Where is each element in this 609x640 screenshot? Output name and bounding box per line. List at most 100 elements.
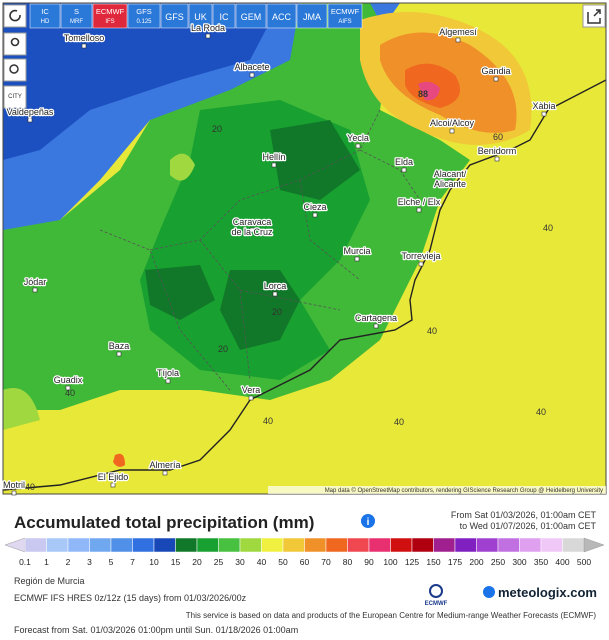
city-label: Alcoi/Alcoy [430,118,475,128]
scale-swatch [519,537,542,553]
city-label: Tíjola [157,368,179,378]
pin-icon [10,37,20,47]
city-labels: Tomelloso La Roda Albacete Valdepeñas Hellín… [2,22,557,496]
locate-button[interactable] [3,32,27,56]
region: Región de Murcia [14,576,85,586]
city-dot [205,33,211,39]
model-button[interactable] [29,3,61,29]
city-dot [110,482,116,488]
model-button-label: GFS [136,7,151,16]
zoom-button[interactable] [3,58,27,82]
model-button[interactable] [296,3,328,29]
model-button[interactable] [160,3,189,29]
color-scale: 0.1 1 2 3 5 7 10 15 20 25 30 40 50 60 70 80 90 100 125 150 1… [4,537,605,567]
model-button-label: ECMWF [96,7,125,16]
city-dot [416,207,422,213]
attribution-bg [268,486,606,494]
city-dot [541,111,547,117]
legend-title: Accumulated total precipitation (mm) [14,513,314,532]
scale-tick-label: 30 [235,557,245,567]
brand-logo [483,586,495,598]
scale-tick-label: 150 [426,557,440,567]
model-button-label: IFS [105,19,114,25]
scale-tick-label: 175 [448,557,462,567]
contour-label: 40 [394,417,404,427]
city-dot [248,395,254,401]
city-label: Guadix [54,375,83,385]
city-dot [116,351,122,357]
scale-tick-label: 0.1 [19,557,31,567]
brand-name: meteologix.com [498,585,597,600]
scale-tick-label: 10 [149,557,159,567]
model-button[interactable] [127,3,161,29]
model-button-label: S [74,7,79,16]
city-dot [249,72,255,78]
scale-swatch [261,537,284,553]
scale-swatch [46,537,69,553]
city-label: Jódar [24,277,47,287]
city-label: Cieza [303,202,326,212]
contour-label: 40 [25,482,35,492]
city-dot [81,43,87,49]
scale-tick-label: 250 [491,557,505,567]
info-button[interactable] [361,514,375,528]
model-button-label: ECMWF [331,7,360,16]
city-dot [162,470,168,476]
city-label: Lorca [264,281,287,291]
reload-icon [9,9,21,22]
coastline [2,79,607,491]
city-dot [373,323,379,329]
city-label: Cartagena [355,313,397,323]
city-dot [11,490,17,496]
model-button[interactable] [60,3,93,29]
city-label: Murcia [343,246,370,256]
model-button[interactable] [92,3,128,29]
scale-arrow-left [4,537,26,553]
city-label: Gandia [481,66,510,76]
scale-tick-label: 25 [214,557,224,567]
contour-label: 20 [272,307,282,317]
model-button[interactable] [235,3,267,29]
contour-label: 40 [536,407,546,417]
scale-swatch [304,537,327,553]
reload-button[interactable] [3,4,27,28]
scale-tick-label: 500 [577,557,591,567]
model-button[interactable] [327,3,363,29]
model-button[interactable] [266,3,297,29]
scale-tick-label: 5 [109,557,114,567]
scale-tick-label: 350 [534,557,548,567]
model-button[interactable] [212,3,236,29]
model-button-label: JMA [303,12,321,22]
contour-label: 60 [493,132,503,142]
city-label: Valdepeñas [7,107,54,117]
scale-swatch [368,537,391,553]
city-button-label: CITY [8,94,22,100]
scale-swatch [110,537,133,553]
city-label: La Roda [191,23,225,33]
city-dot [249,227,255,233]
city-dot [418,261,424,267]
field-red [113,453,125,467]
contour-labels: 20 20 20 88 60 40 40 40 40 40 40 40 [25,89,553,492]
forecast-period: Forecast from Sat. 01/03/2026 01:00pm un… [14,625,298,635]
model-button[interactable] [188,3,213,29]
city-label: Alacant/ [434,169,467,179]
map-controls: CITY [3,4,606,109]
model-button-label: GFS [165,12,184,22]
model-button-label: MRF [70,19,83,25]
scale-swatch [454,537,477,553]
scale-swatch [218,537,241,553]
scale-tick-label: 50 [278,557,288,567]
city-label: El Ejido [98,472,129,482]
scale-swatch [562,537,585,553]
city-label: Hellín [262,152,285,162]
city-button[interactable] [3,85,27,109]
service-note: This service is based on data and produc… [186,611,597,620]
model-toolbar: IC HD S MRF ECMWF IFS GFS 0.125 GFS UK IC GEM ACC JMA… [29,3,363,29]
contour-label: 40 [543,223,553,233]
city-dot [449,128,455,134]
city-label: Almería [149,460,180,470]
scale-tick-label: 20 [192,557,202,567]
scale-swatch [196,537,219,553]
